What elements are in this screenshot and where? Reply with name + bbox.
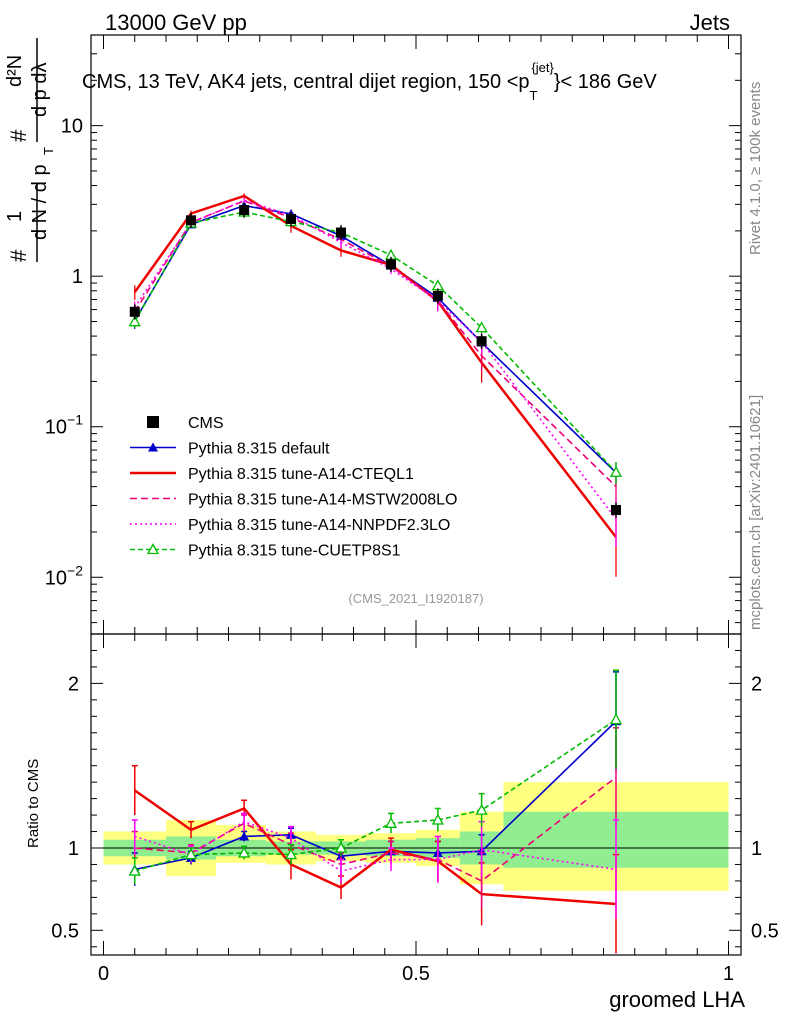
- main-ytick-label-0: 10−2: [45, 562, 83, 589]
- data-point-1: [186, 215, 196, 226]
- ratio-marker-cuetp-3: [284, 848, 298, 860]
- data-point-4: [336, 227, 346, 238]
- xtick-label-1: 0.5: [402, 963, 430, 985]
- main-line-cuetp: [134, 211, 617, 473]
- data-point-6: [432, 290, 443, 301]
- legend-marker-cuetp: [146, 543, 160, 555]
- xtick-label-0: 0: [98, 963, 109, 985]
- legend-label-cms: CMS: [188, 415, 224, 432]
- ratio-marker-cuetp-4: [334, 841, 348, 853]
- main-ytick-label-2: 1: [72, 266, 83, 288]
- ratio-bands: [91, 782, 741, 891]
- legend-label-nnpdf: Pythia 8.315 tune-A14-NNPDF2.3LO: [188, 517, 450, 534]
- data-point-7: [476, 336, 487, 347]
- ratio-ytick-label-right-0: 0.5: [751, 920, 779, 942]
- ratio-marker-cuetp-5: [384, 816, 398, 828]
- energy-label: 13000 GeV pp: [105, 10, 247, 35]
- main-marker-cuetp-8: [609, 465, 623, 477]
- ratio-ytick-label-right-2: 2: [751, 673, 762, 695]
- ylabel-hash-2: #: [6, 129, 31, 142]
- xlabel: groomed LHA: [609, 987, 745, 1012]
- ratio-marker-cuetp-2: [238, 846, 251, 858]
- ylabel-d2N: d²N: [4, 55, 26, 87]
- ratio-marker-cuetp-8: [609, 713, 623, 725]
- legend-label-default: Pythia 8.315 default: [188, 441, 330, 458]
- data-point-8: [611, 504, 621, 515]
- data-point-0: [129, 306, 140, 317]
- ratio-marker-cuetp-0: [128, 864, 141, 876]
- ylabel-dpT-dlambda: d p dλ: [29, 63, 51, 117]
- data-point-3: [286, 213, 296, 224]
- ratio-ytick-label-left-0: 0.5: [51, 920, 79, 942]
- main-line-cteql1: [133, 194, 617, 538]
- data-point-5: [386, 259, 396, 270]
- jets-label: Jets: [690, 10, 730, 35]
- xtick-label-2: 1: [723, 963, 734, 985]
- main-ytick-label-1: 10−1: [45, 412, 83, 439]
- ratio-marker-cuetp-1: [184, 848, 198, 860]
- main-line-default: [134, 204, 617, 474]
- ylabel-T: T: [41, 147, 56, 155]
- ratio-ylabel: Ratio to CMS: [25, 759, 42, 848]
- main-marker-cuetp-6: [431, 279, 444, 291]
- ylabel-dN: d N / d p: [29, 164, 51, 240]
- ratio-series: [128, 669, 623, 954]
- legend-marker-default: [148, 442, 158, 452]
- legend-label-cuetp: Pythia 8.315 tune-CUETP8S1: [188, 543, 401, 560]
- main-series: [128, 193, 623, 577]
- legend-label-mstw: Pythia 8.315 tune-A14-MSTW2008LO: [188, 492, 457, 509]
- main-marker-cuetp-0: [128, 315, 141, 327]
- axes: 10−2 10−1 1 10 0.5 0.5 1 1 2 2 0 0.5 1: [45, 34, 779, 985]
- ratio-ytick-label-right-1: 1: [751, 838, 762, 860]
- ratio-ytick-label-left-2: 2: [68, 673, 79, 695]
- plot-title: CMS, 13 TeV, AK4 jets, central dijet reg…: [82, 60, 657, 103]
- legend: CMS Pythia 8.315 default Pythia 8.315 tune…: [130, 415, 457, 560]
- ylabel-one: 1: [4, 211, 26, 222]
- ratio-marker-cuetp-6: [431, 813, 444, 825]
- main-marker-cuetp-7: [475, 321, 488, 333]
- ratio-marker-default-2: [239, 831, 250, 841]
- ylabel-hash: #: [6, 249, 31, 262]
- mcplots-label: mcplots.cern.ch [arXiv:2401.10621]: [747, 395, 764, 630]
- ratio-ytick-label-left-1: 1: [68, 838, 79, 860]
- legend-marker-cms: [147, 416, 159, 428]
- rivet-label: Rivet 4.1.0, ≥ 100k events: [747, 82, 764, 255]
- main-ylabel: # 1 d N / d p T # d²N d p dλ: [4, 38, 56, 262]
- analysis-id: (CMS_2021_I1920187): [348, 591, 483, 606]
- main-ytick-label-3: 10: [61, 116, 83, 138]
- data-point-2: [239, 205, 250, 216]
- legend-label-cteql1: Pythia 8.315 tune-A14-CTEQL1: [188, 466, 414, 483]
- ratio-marker-cuetp-7: [475, 803, 488, 815]
